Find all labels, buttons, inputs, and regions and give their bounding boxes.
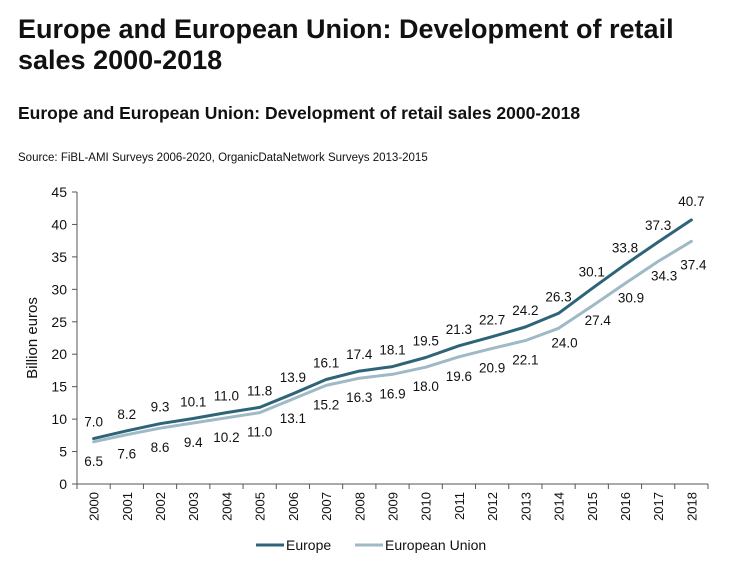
- data-label-europe: 11.0: [214, 389, 239, 404]
- data-label-europe: 30.1: [579, 265, 605, 280]
- x-tick-label: 2012: [485, 492, 500, 521]
- x-tick-label: 2009: [386, 492, 401, 521]
- data-label-europe: 8.2: [117, 407, 136, 422]
- x-tick-label: 2013: [518, 492, 533, 521]
- data-label-europe: 9.3: [151, 400, 170, 415]
- data-label-european-union: 37.4: [680, 257, 707, 272]
- legend-label-european-union: European Union: [385, 537, 486, 553]
- data-label-european-union: 8.6: [151, 440, 170, 455]
- chart-series: [92, 218, 693, 444]
- y-axis-label: Billion euros: [24, 297, 41, 379]
- data-label-european-union: 16.9: [379, 386, 405, 401]
- data-label-european-union: 18.0: [413, 379, 439, 394]
- data-label-european-union: 7.6: [117, 447, 136, 462]
- y-axis-ticks: 0 5 10 15 20 25 30 35 40 45: [51, 184, 77, 492]
- data-label-europe: 22.7: [479, 313, 505, 328]
- data-label-european-union: 11.0: [247, 425, 272, 440]
- x-tick-label: 2007: [319, 492, 334, 521]
- x-tick-label: 2017: [651, 492, 666, 521]
- x-tick-label: 2018: [684, 492, 699, 521]
- series-line-europe: [92, 218, 693, 441]
- data-label-european-union: 24.0: [551, 335, 577, 350]
- x-tick-label: 2004: [219, 492, 234, 521]
- x-tick-label: 2006: [286, 492, 301, 521]
- data-label-europe: 7.0: [84, 415, 103, 430]
- data-label-europe: 21.3: [446, 322, 472, 337]
- data-label-europe: 17.4: [346, 347, 373, 362]
- y-tick-label: 40: [51, 216, 67, 232]
- data-label-europe: 40.7: [678, 194, 704, 209]
- y-tick-label: 45: [51, 184, 67, 200]
- x-tick-label: 2011: [452, 492, 467, 520]
- x-tick-label: 2001: [120, 492, 135, 521]
- data-labels: 7.0 8.2 9.3 10.1 11.0 11.8 13.9 16.1 17.4 18.1 19.…: [84, 194, 707, 469]
- data-label-european-union: 19.6: [446, 369, 472, 384]
- x-tick-label: 2016: [618, 492, 633, 521]
- chart-title: Europe and European Union: Development o…: [18, 103, 581, 123]
- data-label-european-union: 13.1: [280, 411, 306, 426]
- data-label-european-union: 10.2: [213, 430, 239, 445]
- data-label-european-union: 6.5: [84, 454, 103, 469]
- y-tick-label: 20: [51, 346, 67, 362]
- x-tick-label: 2010: [419, 492, 434, 521]
- y-tick-label: 30: [51, 281, 67, 297]
- x-tick-label: 2008: [352, 492, 367, 521]
- legend-label-europe: Europe: [286, 537, 331, 553]
- chart-legend: Europe European Union: [256, 537, 486, 553]
- y-tick-label: 15: [51, 379, 67, 395]
- x-tick-label: 2002: [153, 492, 168, 521]
- y-tick-label: 10: [51, 411, 67, 427]
- data-label-europe: 11.8: [247, 383, 272, 398]
- data-label-european-union: 27.4: [585, 313, 612, 328]
- data-label-europe: 37.3: [645, 218, 671, 233]
- data-label-europe: 18.1: [379, 343, 405, 358]
- y-tick-label: 25: [51, 314, 67, 330]
- x-tick-label: 2015: [585, 492, 600, 521]
- data-label-europe: 19.5: [413, 333, 439, 348]
- data-label-european-union: 34.3: [651, 268, 677, 283]
- data-label-european-union: 15.2: [313, 397, 339, 412]
- data-label-europe: 16.1: [313, 356, 339, 371]
- data-label-european-union: 16.3: [346, 390, 372, 405]
- y-tick-label: 35: [51, 249, 67, 265]
- x-tick-label: 2014: [552, 492, 567, 521]
- data-label-europe: 33.8: [612, 241, 638, 256]
- data-label-europe: 26.3: [545, 289, 571, 304]
- data-label-europe: 10.1: [180, 394, 206, 409]
- x-tick-label: 2003: [186, 492, 201, 521]
- x-axis-ticks: 2000 2001 2002 2003 2004 2005 2006 2007 2008 2009…: [76, 484, 709, 521]
- series-line-european-union: [92, 239, 693, 444]
- chart-source: Source: FiBL-AMI Surveys 2006-2020, Orga…: [18, 152, 428, 164]
- data-label-european-union: 20.9: [479, 360, 505, 375]
- x-tick-label: 2000: [87, 492, 102, 521]
- chart-axes: [76, 192, 708, 485]
- data-label-european-union: 30.9: [618, 290, 644, 305]
- y-tick-label: 0: [59, 476, 67, 492]
- y-tick-label: 5: [59, 444, 67, 460]
- data-label-european-union: 9.4: [184, 435, 203, 450]
- x-tick-label: 2005: [253, 492, 268, 521]
- data-label-europe: 13.9: [280, 370, 306, 385]
- data-label-europe: 24.2: [512, 303, 538, 318]
- data-label-european-union: 22.1: [512, 353, 538, 368]
- page-title: Europe and European Union: Development o…: [18, 14, 674, 75]
